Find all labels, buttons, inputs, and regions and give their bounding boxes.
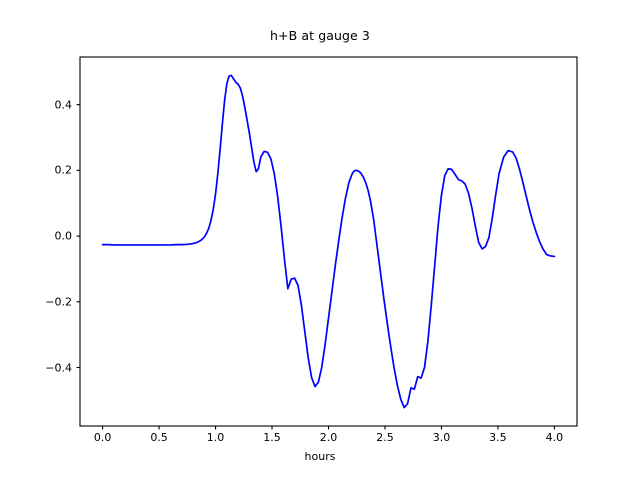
x-tick-label: 2.0 [319,431,338,444]
y-tick-label: 0.4 [54,98,73,112]
x-tick-label: 2.5 [376,431,394,444]
y-tick-label: 0.0 [54,229,73,243]
x-tick-label: 1.5 [263,431,281,444]
x-tick-label: 3.0 [432,431,451,444]
x-tick-label: 0.0 [93,431,112,444]
x-tick-label: 0.5 [150,431,168,444]
axes-background [80,57,577,426]
x-tick-label: 3.5 [489,431,507,444]
x-tick-label: 4.0 [545,431,564,444]
x-axis-label: hours [304,450,336,463]
data-series-line [101,74,556,409]
x-tick-label: 1.0 [206,431,225,444]
y-tick-label: −0.4 [45,361,72,374]
axes-frame [79,56,578,427]
y-tick-label: −0.2 [45,295,72,309]
chart-title: h+B at gauge 3 [270,28,370,43]
y-tick-label: 0.2 [54,163,73,177]
tick-marks [76,104,555,430]
